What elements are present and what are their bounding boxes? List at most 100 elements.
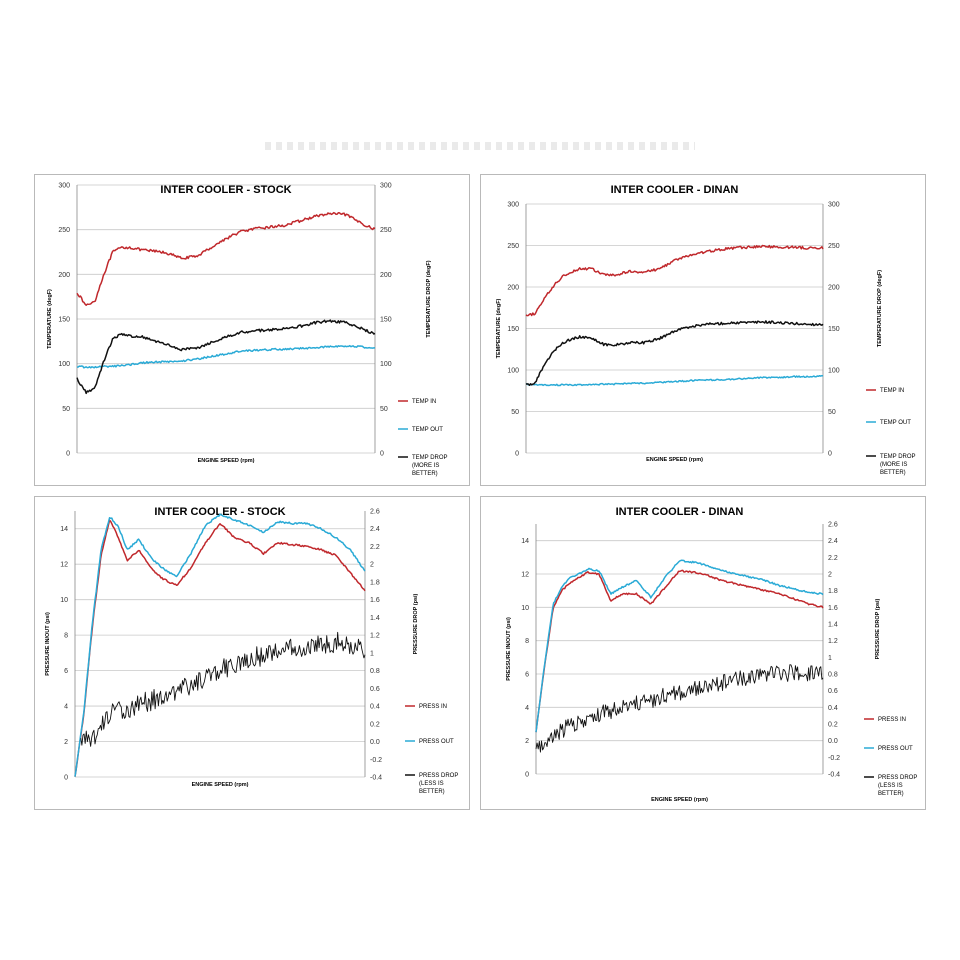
legend-label-line: TEMP IN <box>412 399 436 405</box>
y2-tick-label: 0.6 <box>370 686 380 693</box>
chart-temp-stock-svg: 0 50 100 150 200 250 300 0 50 100 150 200 250 300 INTE… <box>35 175 471 487</box>
legend-label: TEMP OUT <box>412 427 443 433</box>
y-tick-label: 10 <box>60 597 68 604</box>
y-tick-label: 6 <box>64 668 68 675</box>
legend-label: PRESS DROP (LESS IS BETTER) <box>878 775 917 797</box>
y2-tick-label: 100 <box>380 361 392 368</box>
y-tick-label: 0 <box>64 775 68 782</box>
y2-tick-label: 1.4 <box>370 615 380 622</box>
y2-tick-label: 0 <box>828 451 832 458</box>
chart-title: INTER COOLER - DINAN <box>611 184 739 196</box>
y2-tick-label: 0.2 <box>370 721 380 728</box>
chart-press-stock-svg: 0 2 4 6 8 10 12 14 -0.4 -0.2 0.0 0.2 0.4 0.6 0.8 1 1.2 1.… <box>35 497 471 811</box>
x-axis-label: ENGINE SPEED (rpm) <box>646 457 703 463</box>
y2-tick-label: 1.6 <box>370 597 380 604</box>
legend-label-line: TEMP DROP <box>412 455 448 461</box>
legend-label-line: (MORE IS <box>412 463 439 469</box>
y-tick-label: 14 <box>60 526 68 533</box>
y-tick-label: 14 <box>521 538 529 545</box>
y2-tick-label: 2.2 <box>370 544 380 551</box>
y-tick-label: 300 <box>507 202 519 209</box>
y-tick-label: 0 <box>525 772 529 779</box>
y2-tick-label: -0.2 <box>370 757 382 764</box>
y2-tick-label: 200 <box>380 272 392 279</box>
y2-tick-label: 2 <box>370 562 374 569</box>
legend-label-line: BETTER) <box>419 789 445 795</box>
legend-label: TEMP IN <box>880 388 904 394</box>
y2-tick-label: -0.4 <box>828 772 840 779</box>
legend-label-line: TEMP IN <box>880 388 904 394</box>
y2-tick-label: 2 <box>828 572 832 579</box>
legend-label-line: PRESS IN <box>878 717 906 723</box>
series-line-1 <box>536 560 823 732</box>
y-tick-label: 100 <box>58 361 70 368</box>
y2-tick-label: 0.0 <box>370 739 380 746</box>
legend-label-line: BETTER) <box>412 471 438 477</box>
y2-tick-label: 1.2 <box>828 638 838 645</box>
legend-label-line: PRESS IN <box>419 704 447 710</box>
legend-label-line: (LESS IS <box>878 783 903 789</box>
y-axis-label: PRESSURE IN/OUT (psi) <box>506 617 512 681</box>
y2-tick-label: -0.4 <box>370 775 382 782</box>
y2-tick-label: 1.2 <box>370 633 380 640</box>
x-axis-label: ENGINE SPEED (rpm) <box>192 782 249 788</box>
y-tick-label: 6 <box>525 672 529 679</box>
y-tick-label: 10 <box>521 605 529 612</box>
series-line-1 <box>77 346 375 368</box>
y2-tick-label: 0.8 <box>828 672 838 679</box>
chart-press-stock: 0 2 4 6 8 10 12 14 -0.4 -0.2 0.0 0.2 0.4 0.6 0.8 1 1.2 1.… <box>34 496 470 810</box>
chart-title: INTER COOLER - DINAN <box>616 506 744 518</box>
chart-press-dinan-svg: 0 2 4 6 8 10 12 14 -0.4 -0.2 0.0 0.2 0.4 0.6 0.8 1 1.2 1.… <box>481 497 927 811</box>
y2-tick-label: 300 <box>828 202 840 209</box>
series-line-0 <box>75 520 365 776</box>
y-tick-label: 150 <box>58 317 70 324</box>
y2-tick-label: 2.2 <box>828 555 838 562</box>
legend-label-line: TEMP DROP <box>880 454 916 460</box>
y2-tick-label: 0.0 <box>828 738 838 745</box>
legend-label: PRESS IN <box>878 717 906 723</box>
y-tick-label: 300 <box>58 183 70 190</box>
y2-tick-label: 1 <box>828 655 832 662</box>
chart-temp-stock: 0 50 100 150 200 250 300 0 50 100 150 200 250 300 INTE… <box>34 174 470 486</box>
y2-tick-label: 1 <box>370 650 374 657</box>
series-line-1 <box>526 376 823 386</box>
y-tick-label: 50 <box>511 409 519 416</box>
y2-tick-label: 2.6 <box>370 509 380 516</box>
y-tick-label: 2 <box>525 738 529 745</box>
legend-label-line: (LESS IS <box>419 781 444 787</box>
y2-tick-label: 1.8 <box>828 588 838 595</box>
y2-tick-label: 1.4 <box>828 622 838 629</box>
legend-label: PRESS OUT <box>878 746 913 752</box>
legend-label-line: PRESS OUT <box>419 739 454 745</box>
y-tick-label: 8 <box>64 633 68 640</box>
y-tick-label: 2 <box>64 739 68 746</box>
chart-press-dinan: 0 2 4 6 8 10 12 14 -0.4 -0.2 0.0 0.2 0.4 0.6 0.8 1 1.2 1.… <box>480 496 926 810</box>
y2-tick-label: 1.6 <box>828 605 838 612</box>
y2-tick-label: 250 <box>380 227 392 234</box>
legend-label: TEMP IN <box>412 399 436 405</box>
y2-tick-label: 0.2 <box>828 722 838 729</box>
y2-tick-label: 150 <box>380 317 392 324</box>
series-line-0 <box>77 213 375 306</box>
y-tick-label: 4 <box>64 704 68 711</box>
x-axis-label: ENGINE SPEED (rpm) <box>198 458 255 464</box>
y2-axis-label: TEMPERATURE DROP (degF) <box>426 260 432 337</box>
legend-label-line: TEMP OUT <box>412 427 443 433</box>
y-axis-label: TEMPERATURE (degF) <box>496 298 502 358</box>
y2-tick-label: 0.4 <box>370 704 380 711</box>
y2-tick-label: 50 <box>828 409 836 416</box>
y-tick-label: 100 <box>507 368 519 375</box>
y2-tick-label: 200 <box>828 285 840 292</box>
series-line-2 <box>81 632 365 746</box>
legend-label: TEMP DROP (MORE IS BETTER) <box>880 454 916 476</box>
y-axis-label: PRESSURE IN/OUT (psi) <box>45 612 51 676</box>
legend-label-line: PRESS DROP <box>878 775 917 781</box>
y-tick-label: 12 <box>521 572 529 579</box>
y2-tick-label: 2.4 <box>828 538 838 545</box>
y-axis-label: TEMPERATURE (degF) <box>47 289 53 349</box>
y2-tick-label: 150 <box>828 326 840 333</box>
chart-title: INTER COOLER - STOCK <box>154 506 285 518</box>
y2-tick-label: 0.6 <box>828 688 838 695</box>
y2-tick-label: 250 <box>828 243 840 250</box>
y-tick-label: 4 <box>525 705 529 712</box>
